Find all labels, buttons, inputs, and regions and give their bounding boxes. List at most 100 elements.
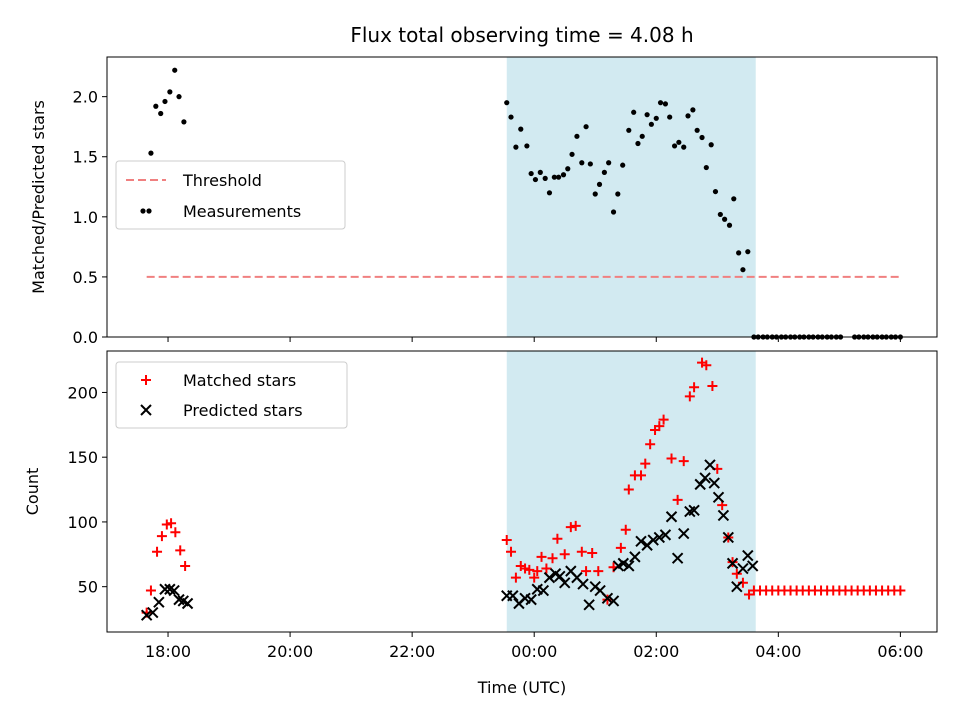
matched-star-point <box>636 470 647 481</box>
measurement-point <box>172 67 178 73</box>
predicted-star-point <box>699 472 711 484</box>
matched-star-point <box>576 546 587 557</box>
predicted-star-point <box>635 535 647 548</box>
matched-star-point <box>587 548 598 559</box>
measurement-point <box>626 127 632 133</box>
predicted-star-point <box>153 596 165 608</box>
matched-star-point <box>570 520 581 531</box>
matched-star-point <box>156 531 167 542</box>
matched-star-point <box>615 542 626 553</box>
matched-star-point <box>672 494 683 505</box>
measurement-point <box>699 134 705 141</box>
matched-star-point <box>175 545 186 556</box>
measurement-point <box>722 216 728 222</box>
matched-star-point <box>145 585 156 596</box>
x-axis-label: Time (UTC) <box>477 678 566 697</box>
measurement-point <box>167 89 173 95</box>
predicted-star-point <box>507 590 519 602</box>
matched-star-point <box>895 585 906 596</box>
predicted-star-point <box>742 549 754 562</box>
legend-predicted-label: Predicted stars <box>183 401 303 420</box>
measurement-point <box>542 175 548 181</box>
measurement-point <box>694 127 700 133</box>
measurement-point <box>676 139 682 145</box>
measurement-point <box>587 161 593 167</box>
predicted-star-point <box>525 593 537 606</box>
y-tick-label: 200 <box>67 383 98 402</box>
measurement-point <box>181 119 187 125</box>
measurement-point <box>631 109 637 115</box>
measurement-point <box>639 133 645 139</box>
matched-star-point <box>166 518 177 529</box>
legend-predicted-swatch <box>140 404 152 416</box>
measurement-point <box>662 101 669 107</box>
y-tick-label: 150 <box>67 448 98 467</box>
legend-measurements-label: Measurements <box>183 202 301 221</box>
predicted-star-point <box>577 578 589 590</box>
legend-matched-swatch <box>141 375 151 385</box>
matched-star-point <box>593 566 604 577</box>
measurement-point <box>513 144 519 150</box>
measurement-point <box>685 113 691 119</box>
predicted-star-point <box>737 562 749 575</box>
measurement-point <box>745 249 751 255</box>
measurement-point <box>504 100 510 106</box>
measurement-point <box>518 126 524 132</box>
y-axis-label: Count <box>23 468 42 516</box>
predicted-star-point <box>607 595 620 607</box>
matched-star-point <box>565 522 576 533</box>
measurement-point <box>560 172 567 178</box>
matched-star-point <box>152 546 163 557</box>
matched-star-point <box>707 380 718 391</box>
measurement-point <box>726 222 733 228</box>
measurement-point <box>524 143 530 149</box>
measurement-point <box>153 103 159 109</box>
measurement-point <box>532 176 539 183</box>
matched-star-point <box>640 458 651 469</box>
measurement-point <box>736 250 742 256</box>
matched-star-point <box>547 553 558 564</box>
measurement-point <box>644 112 650 118</box>
measurement-point <box>731 196 737 202</box>
chart-title: Flux total observing time = 4.08 h <box>350 23 693 47</box>
x-tick-label: 20:00 <box>267 642 313 661</box>
measurement-point <box>712 188 719 195</box>
matched-star-point <box>552 533 563 544</box>
y-tick-label: 2.0 <box>73 88 98 107</box>
measurement-point <box>615 191 621 197</box>
predicted-star-point <box>722 531 734 544</box>
plot-frame <box>106 56 938 338</box>
y-tick-label: 50 <box>78 578 98 597</box>
predicted-star-point <box>731 580 743 593</box>
measurement-point <box>162 98 168 105</box>
measurement-point <box>508 114 514 120</box>
x-tick-label: 04:00 <box>755 642 801 661</box>
predicted-star-point <box>704 459 716 471</box>
matched-star-point <box>689 382 700 393</box>
predicted-star-point <box>694 478 706 491</box>
matched-star-point <box>510 572 521 583</box>
matched-star-point <box>524 564 535 575</box>
measurement-point <box>565 166 571 172</box>
legend-box <box>115 160 346 230</box>
measurement-point <box>546 190 553 196</box>
legend-measurements-swatch <box>140 208 146 214</box>
x-tick-label: 18:00 <box>145 642 191 661</box>
matched-star-point <box>529 572 540 583</box>
predicted-star-point <box>147 606 159 619</box>
measurement-point <box>592 191 598 197</box>
matched-star-point <box>654 421 665 432</box>
matched-star-point <box>731 568 742 579</box>
predicted-star-point <box>726 557 739 570</box>
predicted-star-point <box>583 599 595 611</box>
matched-star-point <box>684 391 695 402</box>
matched-star-point <box>536 551 547 562</box>
predicted-star-point <box>168 584 180 597</box>
predicted-star-point <box>140 609 153 621</box>
matched-star-point <box>678 456 689 467</box>
measurement-point <box>657 100 664 106</box>
measurement-point <box>610 209 617 215</box>
observing-window-band <box>506 57 756 337</box>
predicted-star-point <box>746 560 759 572</box>
